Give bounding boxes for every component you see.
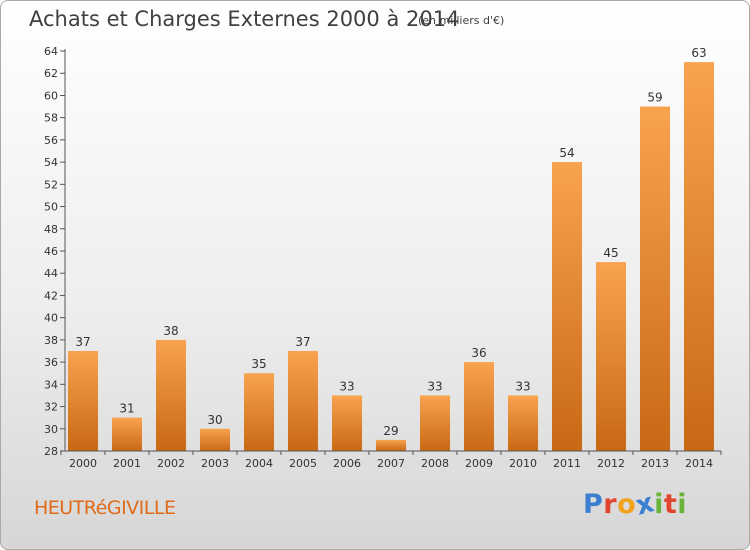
bar-value-label: 33 [427,379,442,393]
bar-value-label: 33 [515,379,530,393]
y-axis: 28 30 32 34 36 38 40 42 44 46 48 50 52 54 56 58 60 62 64 [44,45,66,458]
bar-value-label: 37 [75,335,90,349]
x-tick-label: 2008 [421,457,449,470]
y-tick-label: 38 [44,334,58,347]
x-tick-label: 2010 [509,457,537,470]
chart-units: (en milliers d'€) [418,14,505,27]
bar-2010 [508,395,538,451]
bar-value-label: 59 [647,91,662,105]
proxiti-logo[interactable]: Proxiti [583,487,688,522]
bar-value-label: 35 [251,357,266,371]
y-tick-label: 54 [44,156,58,169]
bar-2001 [112,417,142,451]
bar-value-label: 29 [383,424,398,438]
bar-value-label: 33 [339,379,354,393]
y-tick-label: 40 [44,312,58,325]
x-tick-label: 2007 [377,457,405,470]
bar-2004 [244,373,274,451]
x-tick-label: 2004 [245,457,273,470]
bar-2013 [640,106,670,452]
x-tick-label: 2001 [113,457,141,470]
y-tick-label: 42 [44,289,58,302]
bar-value-label: 30 [207,413,222,427]
x-tick-label: 2005 [289,457,317,470]
y-tick-label: 44 [44,267,58,280]
y-tick-label: 52 [44,178,58,191]
y-tick-label: 58 [44,112,58,125]
y-tick-label: 46 [44,245,58,258]
y-tick-label: 30 [44,423,58,436]
bar-value-label: 38 [163,324,178,338]
brand-letter: i [677,489,688,520]
bar-2005 [288,351,318,451]
bar-value-label: 36 [471,346,486,360]
bar-value-label: 31 [119,402,134,416]
x-tick-label: 2013 [641,457,669,470]
y-tick-label: 60 [44,89,58,102]
brand-letter: o [617,489,637,520]
bar-value-label: 54 [559,146,574,160]
bar-2011 [552,162,582,451]
bar-value-label: 37 [295,335,310,349]
bar-2003 [200,428,230,451]
x-tick-label: 2011 [553,457,581,470]
bar-2002 [156,339,186,451]
bar-2009 [464,362,494,451]
brand-letter: P [583,489,604,520]
y-tick-label: 50 [44,201,58,214]
bar-value-label: 45 [603,246,618,260]
chart-title: Achats et Charges Externes 2000 à 2014 [29,7,460,31]
bars: 37 31 38 30 35 37 33 29 33 36 33 54 45 59 63 [68,46,714,452]
x-tick-label: 2002 [157,457,185,470]
x-tick-label: 2003 [201,457,229,470]
commune-name: HEUTRéGIVILLE [34,497,176,519]
brand-letter: r [603,489,618,520]
y-tick-label: 28 [44,445,58,458]
y-tick-label: 56 [44,134,58,147]
x-tick-label: 2012 [597,457,625,470]
x-axis: 2000 2001 2002 2003 2004 2005 2006 2007 2008 2009… [60,450,722,470]
y-tick-label: 64 [44,45,58,58]
bar-value-label: 63 [691,46,706,60]
x-tick-label: 2000 [69,457,97,470]
bar-2006 [332,395,362,451]
y-tick-label: 36 [44,356,58,369]
bar-2014 [684,62,714,451]
x-tick-label: 2014 [685,457,713,470]
bar-2000 [68,351,98,451]
x-tick-label: 2009 [465,457,493,470]
bar-2012 [596,262,626,451]
bar-2008 [420,395,450,451]
y-tick-label: 32 [44,401,58,414]
y-tick-label: 48 [44,223,58,236]
y-tick-label: 62 [44,67,58,80]
y-tick-label: 34 [44,378,58,391]
brand-letter: i [654,489,664,520]
x-tick-label: 2006 [333,457,361,470]
brand-letter: t [663,489,678,520]
bar-2007 [376,439,406,451]
